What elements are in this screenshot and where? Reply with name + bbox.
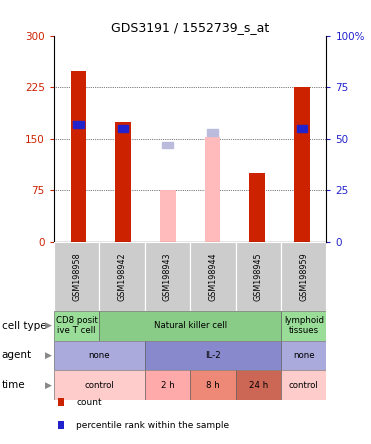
Bar — [162, 142, 173, 148]
Bar — [73, 121, 84, 128]
Text: ▶: ▶ — [45, 321, 52, 330]
Text: GSM198959: GSM198959 — [299, 252, 308, 301]
Bar — [281, 370, 326, 400]
Bar — [190, 242, 236, 311]
Bar — [145, 341, 281, 370]
Text: GSM198943: GSM198943 — [163, 252, 172, 301]
Text: Natural killer cell: Natural killer cell — [154, 321, 227, 330]
Text: count: count — [76, 398, 102, 407]
Text: time: time — [2, 380, 26, 390]
Bar — [54, 242, 99, 311]
Bar — [145, 242, 190, 311]
Bar — [70, 71, 86, 242]
Bar — [115, 122, 131, 242]
Text: GSM198945: GSM198945 — [254, 252, 263, 301]
Text: GSM198942: GSM198942 — [118, 252, 127, 301]
Text: 8 h: 8 h — [206, 381, 220, 390]
Bar — [281, 311, 326, 341]
Text: ▶: ▶ — [45, 381, 52, 390]
Bar — [190, 370, 236, 400]
Bar — [54, 370, 145, 400]
Text: ▶: ▶ — [45, 351, 52, 360]
Bar — [236, 370, 281, 400]
Text: lymphoid
tissues: lymphoid tissues — [284, 316, 324, 335]
Bar — [281, 242, 326, 311]
Text: IL-2: IL-2 — [205, 351, 221, 360]
Bar — [118, 125, 128, 132]
Text: 2 h: 2 h — [161, 381, 174, 390]
Text: cell type: cell type — [2, 321, 46, 331]
Text: percentile rank within the sample: percentile rank within the sample — [76, 421, 229, 430]
Bar — [294, 87, 310, 242]
Bar — [160, 190, 175, 242]
Text: CD8 posit
ive T cell: CD8 posit ive T cell — [56, 316, 98, 335]
Bar — [249, 173, 265, 242]
Text: control: control — [289, 381, 319, 390]
Text: control: control — [84, 381, 114, 390]
Bar — [205, 137, 220, 242]
Bar — [236, 242, 281, 311]
Text: 24 h: 24 h — [249, 381, 268, 390]
Bar — [54, 311, 99, 341]
Bar — [99, 311, 281, 341]
Text: none: none — [88, 351, 110, 360]
Bar — [99, 242, 145, 311]
Bar — [54, 341, 145, 370]
Bar — [145, 370, 190, 400]
Text: GSM198958: GSM198958 — [72, 252, 81, 301]
Bar — [207, 129, 218, 136]
Text: agent: agent — [2, 350, 32, 361]
Bar — [281, 341, 326, 370]
Title: GDS3191 / 1552739_s_at: GDS3191 / 1552739_s_at — [111, 21, 269, 34]
Bar — [296, 125, 307, 132]
Text: none: none — [293, 351, 315, 360]
Text: GSM198944: GSM198944 — [209, 252, 217, 301]
